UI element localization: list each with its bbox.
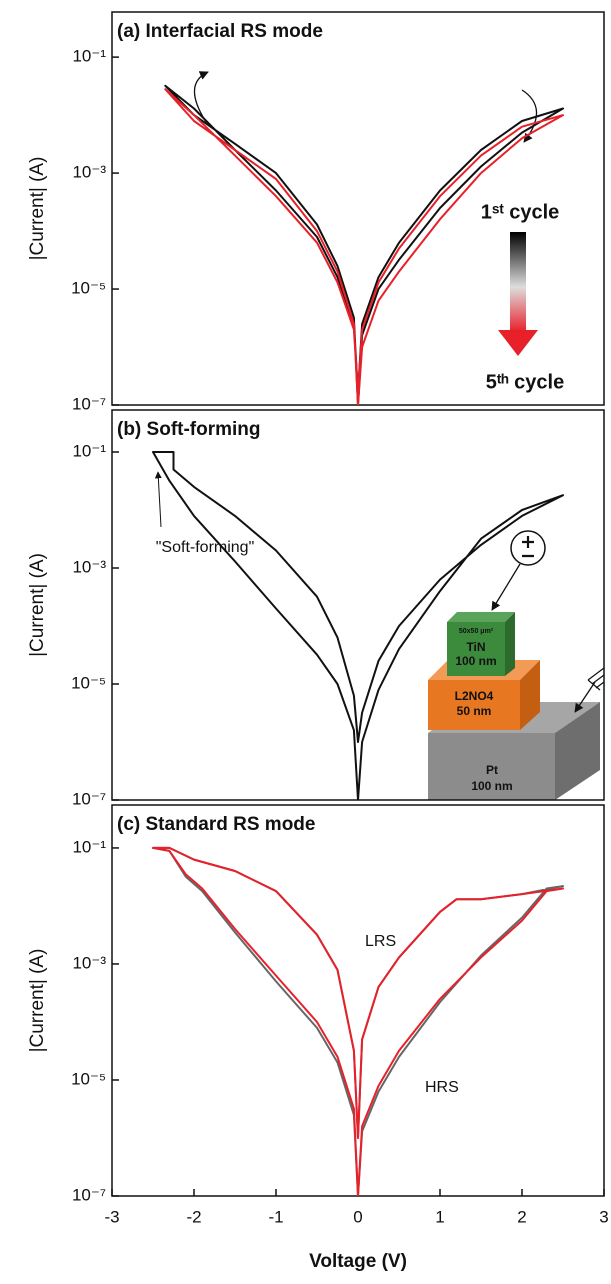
legend-label: 1ˢᵗ cycle <box>481 201 560 223</box>
inset-label: L2NO4 <box>455 689 494 703</box>
y-tick-label: 10⁻⁵ <box>71 1069 106 1088</box>
y-axis-label: |Current| (A) <box>27 949 48 1053</box>
x-tick-label: 3 <box>599 1207 608 1226</box>
panel-title: (b) Soft-forming <box>117 419 261 440</box>
figure: 10⁻¹ 10⁻³ 10⁻⁵ 10⁻⁷ (a) Interfacial RS mode |… <box>0 0 611 1284</box>
inset-label: 50x50 μm² <box>459 628 494 635</box>
inset-label: Pt <box>486 763 498 777</box>
x-tick-label: -3 <box>104 1207 119 1226</box>
soft-forming-arrow <box>158 472 161 527</box>
y-tick-label: 10⁻⁵ <box>71 673 106 692</box>
y-tick-label: 10⁻⁷ <box>72 394 106 413</box>
iv-curve <box>153 848 563 1196</box>
y-tick-label: 10⁻¹ <box>72 47 106 66</box>
x-tick-label: 2 <box>517 1207 526 1226</box>
annotation: "Soft-forming" <box>156 539 255 556</box>
inset-label: 100 nm <box>455 654 496 668</box>
y-tick-label: 10⁻⁷ <box>72 1185 106 1204</box>
inset-label: 50 nm <box>457 704 492 718</box>
y-tick-label: 10⁻⁷ <box>72 789 106 808</box>
panel-title: (c) Standard RS mode <box>117 814 315 835</box>
cycle-arrows <box>194 72 536 142</box>
y-tick-label: 10⁻³ <box>72 557 106 576</box>
y-axis-label: |Current| (A) <box>27 157 48 261</box>
x-tick-label: -2 <box>186 1207 201 1226</box>
y-tick-label: 10⁻³ <box>72 163 106 182</box>
x-tick-label: 0 <box>353 1207 362 1226</box>
x-axis-label: Voltage (V) <box>309 1251 407 1272</box>
y-tick-label: 10⁻³ <box>72 953 106 972</box>
panel-title: (a) Interfacial RS mode <box>117 21 323 42</box>
annotation: HRS <box>425 1079 459 1096</box>
inset-label: 100 nm <box>471 779 512 793</box>
iv-curve <box>165 86 563 405</box>
iv-curve <box>153 848 563 1196</box>
annotation: LRS <box>365 933 396 950</box>
inset-label: TiN <box>466 640 485 654</box>
y-tick-label: 10⁻⁵ <box>71 279 106 298</box>
y-tick-label: 10⁻¹ <box>72 441 106 460</box>
y-tick-label: 10⁻¹ <box>72 837 106 856</box>
x-tick-label: 1 <box>435 1207 444 1226</box>
x-tick-label: -1 <box>268 1207 283 1226</box>
y-axis-label: |Current| (A) <box>27 553 48 657</box>
cycle-gradient-arrow <box>498 232 538 356</box>
legend-label: 5ᵗʰ cycle <box>486 371 564 393</box>
